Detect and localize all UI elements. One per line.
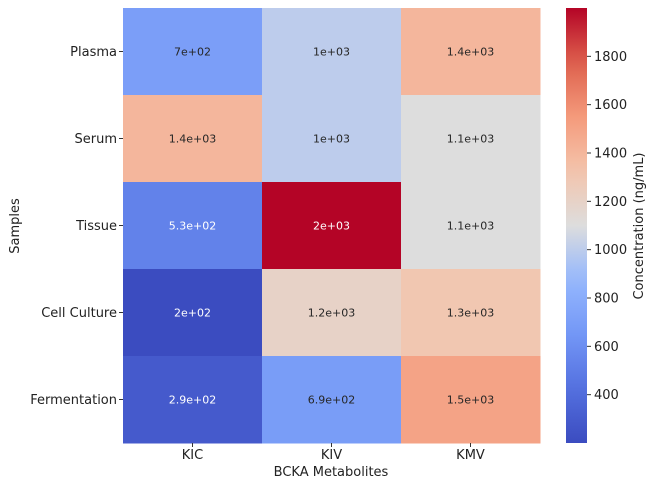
heatmap-cell xyxy=(401,269,541,357)
colorbar xyxy=(566,8,587,443)
heatmap-cell xyxy=(123,269,263,357)
cell-annotation: 7e+02 xyxy=(174,46,211,59)
cell-annotation: 1.3e+03 xyxy=(447,307,494,320)
colorbar-tick-label: 1600 xyxy=(594,98,627,113)
y-tick-label: Cell Culture xyxy=(41,306,117,321)
heatmap-cell xyxy=(262,95,402,183)
heatmap-cell xyxy=(262,8,402,96)
colorbar-tick-label: 1400 xyxy=(594,147,627,162)
heatmap-cell xyxy=(123,356,263,444)
colorbar-label: Concentration (ng/mL) xyxy=(632,152,647,299)
heatmap-cell xyxy=(262,269,402,357)
cell-annotation: 6.9e+02 xyxy=(308,394,355,407)
cell-annotation: 1.1e+03 xyxy=(447,220,494,233)
colorbar-tick-label: 1200 xyxy=(594,195,627,210)
y-axis-ticks: Plasma Serum Tissue Cell Culture Fermentatio… xyxy=(30,45,123,408)
x-tick-label: KMV xyxy=(456,448,485,463)
y-tick-label: Plasma xyxy=(70,45,117,60)
heatmap-cell xyxy=(401,95,541,183)
cell-annotations: 7e+02 1e+03 1.4e+03 1.4e+03 1e+03 1.1e+03 5.3e… xyxy=(169,46,494,407)
colorbar-tick-label: 600 xyxy=(594,340,619,355)
cell-annotation: 1e+03 xyxy=(313,46,350,59)
x-tick-label: KIV xyxy=(321,448,342,463)
cell-annotation: 1.4e+03 xyxy=(169,133,216,146)
cell-annotation: 1e+03 xyxy=(313,133,350,146)
heatmap-cell xyxy=(123,95,263,183)
heatmap-cell xyxy=(401,182,541,270)
heatmap-cell xyxy=(401,8,541,96)
x-axis-ticks: KIC KIV KMV xyxy=(182,443,485,463)
y-tick-label: Tissue xyxy=(75,219,117,234)
heatmap-cell xyxy=(123,182,263,270)
y-tick-label: Fermentation xyxy=(30,393,117,408)
colorbar-ticks: 400 600 800 1000 1200 1400 1600 1800 xyxy=(587,50,627,403)
y-tick-label: Serum xyxy=(75,132,118,147)
cell-annotation: 2.9e+02 xyxy=(169,394,216,407)
heatmap-cell xyxy=(401,356,541,444)
cell-annotation: 1.1e+03 xyxy=(447,133,494,146)
heatmap-cell xyxy=(262,356,402,444)
heatmap-cell xyxy=(262,182,402,270)
colorbar-tick-label: 1800 xyxy=(594,50,627,65)
heatmap-cell xyxy=(123,8,263,96)
x-tick-label: KIC xyxy=(182,448,203,463)
cell-annotation: 2e+02 xyxy=(174,307,211,320)
colorbar-tick-label: 400 xyxy=(594,388,619,403)
cell-annotation: 2e+03 xyxy=(313,220,350,233)
heatmap-cells xyxy=(123,8,541,444)
x-axis-label: BCKA Metabolites xyxy=(274,465,389,480)
cell-annotation: 1.2e+03 xyxy=(308,307,355,320)
cell-annotation: 1.5e+03 xyxy=(447,394,494,407)
cell-annotation: 5.3e+02 xyxy=(169,220,216,233)
y-axis-label: Samples xyxy=(8,198,23,254)
colorbar-tick-label: 1000 xyxy=(594,243,627,258)
colorbar-tick-label: 800 xyxy=(594,292,619,307)
cell-annotation: 1.4e+03 xyxy=(447,46,494,59)
